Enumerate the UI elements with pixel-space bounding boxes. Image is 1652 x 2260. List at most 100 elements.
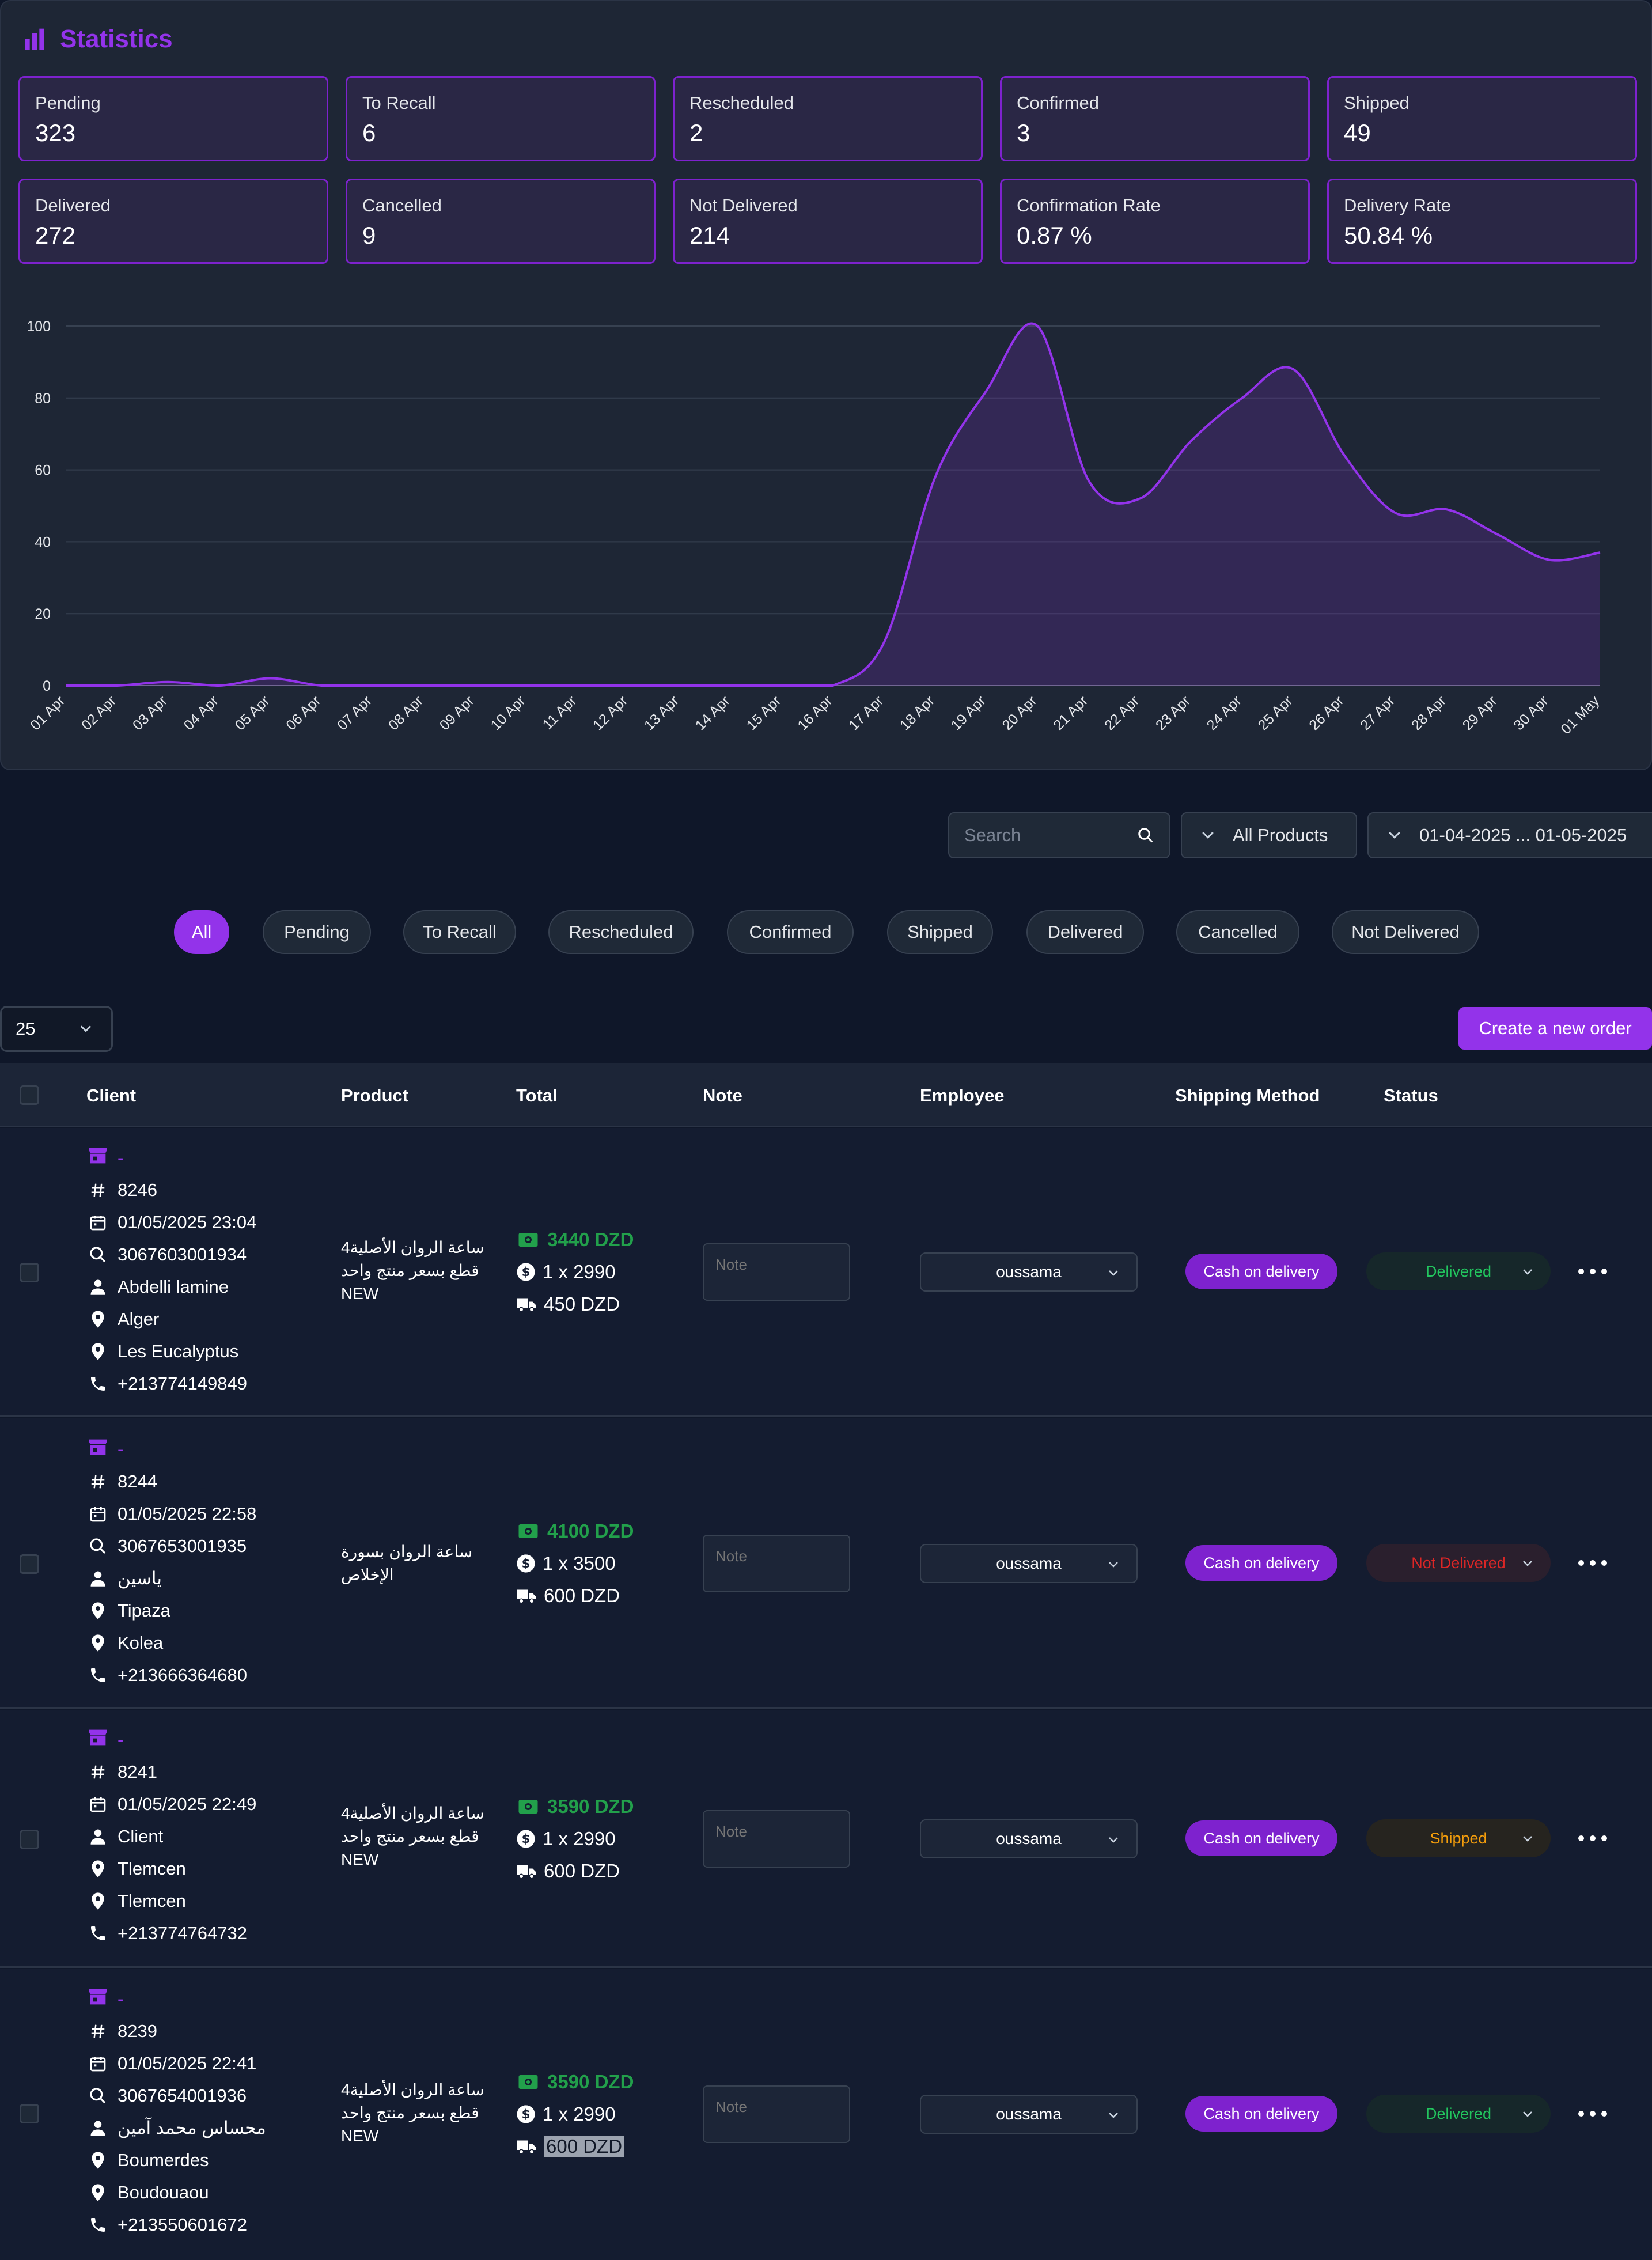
shipping-method-badge[interactable]: Cash on delivery (1185, 1254, 1337, 1289)
x-tick-label: 15 Apr (744, 692, 785, 733)
shipping-fee: 600 DZD (544, 1860, 620, 1882)
stat-card-rescheduled: Rescheduled 2 (673, 76, 983, 161)
statistics-header: Statistics (23, 24, 173, 54)
more-actions-icon[interactable] (1578, 1554, 1607, 1572)
order-total: 3440 DZD 1 x 2990 450 DZD (516, 1224, 634, 1320)
chevron-down-icon (1107, 1833, 1120, 1847)
shipping-method-badge[interactable]: Cash on delivery (1185, 1820, 1337, 1856)
status-select[interactable]: Delivered (1366, 2095, 1551, 2133)
table-row[interactable]: - 8244 01/05/2025 22:58 3067653001935 يا… (0, 1418, 1652, 1709)
search-icon[interactable] (1137, 827, 1154, 844)
client-name: محساس محمد آمين (118, 2118, 266, 2138)
header-product: Product (341, 1085, 409, 1106)
product-line: NEW (341, 1850, 379, 1868)
product-line: ساعة الروان الأصلية4 (341, 1239, 484, 1256)
stat-value: 214 (689, 222, 730, 249)
product-line: قطع بسعر منتج واحد (341, 2104, 479, 2122)
client-name: Client (118, 1826, 164, 1846)
employee-select[interactable]: oussama (920, 1819, 1138, 1858)
stat-cards: Pending 323 To Recall 6 Rescheduled 2 Confi… (18, 76, 1637, 264)
table-row[interactable]: - 8246 01/05/2025 23:04 3067603001934 Ab… (0, 1128, 1652, 1417)
chevron-down-icon (1199, 827, 1217, 844)
table-row[interactable]: - 8241 01/05/2025 22:49 Client Tlemcen T… (0, 1710, 1652, 1968)
row-checkbox[interactable] (20, 1830, 39, 1849)
shipping-method-badge[interactable]: Cash on delivery (1185, 1545, 1337, 1581)
client-commune: Les Eucalyptus (118, 1341, 239, 1361)
employee-select[interactable]: oussama (920, 1544, 1138, 1583)
tab-all[interactable]: All (174, 910, 229, 954)
products-dropdown[interactable]: All Products (1181, 812, 1357, 858)
more-actions-icon[interactable] (1578, 1830, 1607, 1847)
tab-shipped[interactable]: Shipped (887, 910, 993, 954)
order-date: 01/05/2025 22:58 (118, 1504, 257, 1524)
stat-label: Rescheduled (689, 93, 794, 113)
stat-card-shipped: Shipped 49 (1327, 76, 1637, 161)
row-checkbox[interactable] (20, 2104, 39, 2123)
client-phone: +213774764732 (118, 1923, 247, 1943)
more-actions-icon[interactable] (1578, 1263, 1607, 1280)
search-input[interactable] (964, 825, 1126, 846)
shipping-fee: 600 DZD (544, 1585, 620, 1606)
x-tick-label: 16 Apr (794, 692, 835, 733)
x-tick-label: 02 Apr (78, 692, 119, 733)
employee-name: oussama (996, 1263, 1062, 1281)
stat-card-confirmed: Confirmed 3 (1000, 76, 1310, 161)
note-field[interactable] (703, 1535, 850, 1592)
truck-icon (516, 2136, 537, 2157)
create-order-button[interactable]: Create a new order (1458, 1007, 1652, 1050)
header-shipping-method: Shipping Method (1175, 1085, 1320, 1106)
phone-icon (89, 1666, 107, 1684)
status-select[interactable]: Shipped (1366, 1819, 1551, 1857)
status-select[interactable]: Not Delivered (1366, 1544, 1551, 1582)
tab-cancelled[interactable]: Cancelled (1176, 910, 1299, 954)
employee-name: oussama (996, 1554, 1062, 1572)
tab-confirmed[interactable]: Confirmed (727, 910, 854, 954)
page-size-select[interactable]: 25 (0, 1006, 113, 1052)
row-checkbox[interactable] (20, 1554, 39, 1574)
user-icon (89, 1828, 107, 1845)
select-all-checkbox[interactable] (20, 1085, 39, 1105)
product-line: ساعة الروان الأصلية4 (341, 1804, 484, 1822)
note-field[interactable] (703, 1243, 850, 1301)
client-wilaya: Tlemcen (118, 1858, 186, 1879)
employee-select[interactable]: oussama (920, 1252, 1138, 1292)
y-tick-label: 100 (26, 319, 51, 335)
truck-icon (516, 1585, 537, 1606)
client-wilaya: Boumerdes (118, 2150, 209, 2170)
tracking-number: 3067653001935 (118, 1536, 247, 1556)
x-tick-label: 08 Apr (385, 692, 426, 733)
table-row[interactable]: - 8239 01/05/2025 22:41 3067654001936 مح… (0, 1969, 1652, 2260)
chevron-down-icon (1521, 2107, 1534, 2121)
stat-card-pending: Pending 323 (18, 76, 328, 161)
tab-pending[interactable]: Pending (263, 910, 371, 954)
employee-select[interactable]: oussama (920, 2095, 1138, 2134)
row-checkbox[interactable] (20, 1263, 39, 1282)
product-line: قطع بسعر منتج واحد (341, 1827, 479, 1845)
quantity-price: 1 x 2990 (543, 1261, 616, 1282)
tab-to-recall[interactable]: To Recall (403, 910, 516, 954)
status-label: Delivered (1425, 1262, 1492, 1280)
order-date: 01/05/2025 23:04 (118, 1212, 257, 1232)
location-pin-icon (89, 1342, 107, 1361)
hash-icon (89, 2023, 107, 2040)
note-field[interactable] (703, 1810, 850, 1868)
note-field[interactable] (703, 2085, 850, 2143)
series-area (66, 323, 1600, 686)
more-actions-icon[interactable] (1578, 2105, 1607, 2122)
stat-value: 50.84 % (1344, 222, 1433, 249)
quantity-price: 1 x 2990 (543, 2103, 616, 2125)
date-range-picker[interactable]: 01-04-2025 ... 01-05-2025 (1367, 812, 1652, 858)
search-box[interactable] (948, 812, 1170, 858)
product-line: ساعة الروان الأصلية4 (341, 2081, 484, 2099)
tab-rescheduled[interactable]: Rescheduled (548, 910, 694, 954)
x-tick-label: 26 Apr (1306, 692, 1347, 733)
x-tick-label: 10 Apr (488, 692, 529, 733)
tab-not-delivered[interactable]: Not Delivered (1332, 910, 1479, 954)
shipping-method-badge[interactable]: Cash on delivery (1185, 2096, 1337, 2132)
tab-delivered[interactable]: Delivered (1026, 910, 1144, 954)
stat-value: 2 (689, 119, 703, 146)
order-total: 3590 DZD 1 x 2990 600 DZD (516, 2066, 634, 2163)
bar-chart-icon (25, 28, 44, 50)
status-select[interactable]: Delivered (1366, 1252, 1551, 1290)
x-tick-label: 20 Apr (999, 692, 1040, 733)
